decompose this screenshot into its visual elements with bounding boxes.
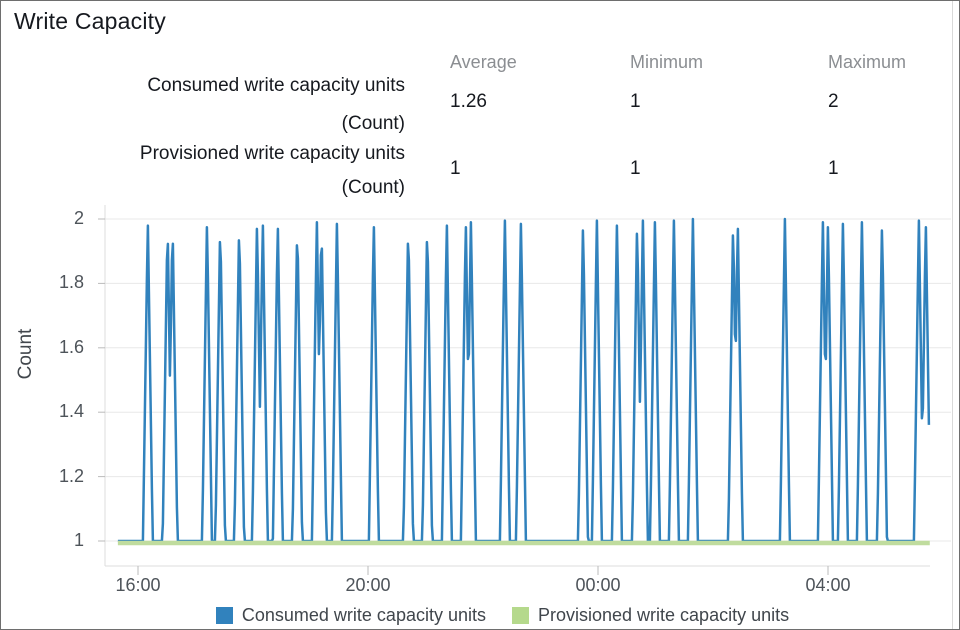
page-title: Write Capacity (14, 8, 166, 34)
stats-consumed-average: 1.26 (450, 91, 487, 112)
y-tick-label: 1.8 (58, 272, 84, 293)
y-tick-label: 1.2 (58, 465, 84, 486)
legend-item-consumed: Consumed write capacity units (215, 604, 486, 626)
stats-row-consumed-unit: (Count) (341, 113, 405, 134)
stats-row-provisioned-unit: (Count) (341, 177, 405, 198)
legend-swatch-icon (511, 606, 529, 624)
y-tick-label: 2 (73, 208, 84, 228)
stats-column-header-minimum: Minimum (630, 52, 704, 72)
x-tick-label: 00:00 (575, 575, 621, 595)
stats-consumed-minimum: 1 (630, 91, 641, 112)
stats-column-header-maximum: Maximum (828, 52, 907, 72)
stats-provisioned-average: 1 (450, 158, 461, 179)
chart-legend: Consumed write capacity units Provisioned… (45, 603, 960, 627)
stats-consumed-maximum: 2 (828, 91, 839, 112)
legend-item-provisioned: Provisioned write capacity units (511, 604, 790, 626)
x-tick-label: 16:00 (115, 575, 161, 595)
stats-table: Average Minimum Maximum Consumed write c… (0, 0, 960, 205)
legend-swatch-icon (215, 606, 233, 624)
x-tick-label: 04:00 (805, 575, 851, 595)
y-tick-label: 1.6 (58, 336, 84, 357)
stats-provisioned-minimum: 1 (630, 158, 641, 179)
stats-row-consumed-label: Consumed write capacity units (147, 75, 405, 96)
legend-label: Provisioned write capacity units (537, 604, 790, 625)
legend-label: Consumed write capacity units (241, 604, 486, 625)
y-tick-label: 1.4 (58, 401, 84, 422)
stats-column-header-average: Average (450, 52, 517, 72)
stats-provisioned-maximum: 1 (828, 158, 839, 179)
panel-right-divider (952, 0, 953, 630)
x-tick-label: 20:00 (345, 575, 391, 595)
stats-row-provisioned-label: Provisioned write capacity units (139, 143, 405, 164)
y-tick-label: 1 (73, 530, 84, 550)
